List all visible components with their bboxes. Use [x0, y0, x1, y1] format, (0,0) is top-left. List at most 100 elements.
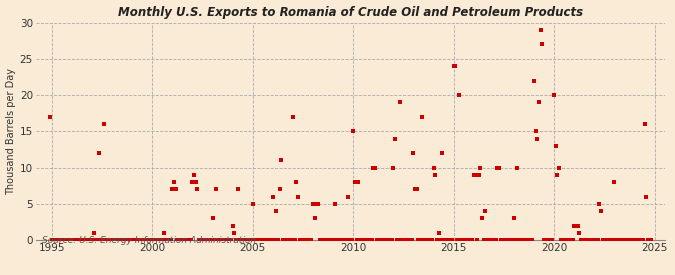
Point: [627, 238, 638, 242]
Point: [292, 194, 303, 199]
Point: [217, 238, 228, 242]
Point: [428, 165, 439, 170]
Point: [609, 180, 620, 184]
Point: [353, 180, 364, 184]
Point: [107, 238, 117, 242]
Point: [167, 187, 178, 192]
Point: [187, 180, 198, 184]
Point: [75, 238, 86, 242]
Point: [619, 238, 630, 242]
Point: [485, 238, 496, 242]
Point: [416, 115, 427, 119]
Point: [45, 115, 55, 119]
Point: [266, 238, 277, 242]
Point: [587, 238, 598, 242]
Point: [576, 238, 587, 242]
Point: [468, 173, 479, 177]
Point: [456, 238, 467, 242]
Point: [333, 238, 344, 242]
Point: [127, 238, 138, 242]
Point: [58, 238, 69, 242]
Point: [109, 238, 119, 242]
Point: [624, 238, 635, 242]
Point: [207, 216, 218, 221]
Point: [577, 238, 588, 242]
Point: [124, 238, 134, 242]
Point: [197, 238, 208, 242]
Point: [343, 194, 354, 199]
Point: [186, 238, 196, 242]
Point: [637, 238, 648, 242]
Point: [173, 238, 184, 242]
Point: [547, 238, 558, 242]
Point: [72, 238, 82, 242]
Point: [192, 187, 203, 192]
Point: [256, 238, 267, 242]
Point: [458, 238, 469, 242]
Point: [580, 238, 591, 242]
Point: [545, 238, 556, 242]
Point: [344, 238, 355, 242]
Point: [562, 238, 573, 242]
Point: [564, 238, 574, 242]
Point: [351, 238, 362, 242]
Point: [643, 238, 653, 242]
Point: [535, 28, 546, 32]
Point: [641, 194, 651, 199]
Point: [318, 238, 329, 242]
Point: [400, 238, 410, 242]
Point: [430, 173, 441, 177]
Point: [388, 165, 399, 170]
Point: [202, 238, 213, 242]
Point: [151, 238, 161, 242]
Point: [198, 238, 209, 242]
Point: [61, 238, 72, 242]
Point: [560, 238, 571, 242]
Point: [291, 180, 302, 184]
Point: [154, 238, 165, 242]
Point: [211, 187, 221, 192]
Point: [152, 238, 163, 242]
Point: [346, 238, 357, 242]
Point: [177, 238, 188, 242]
Point: [492, 165, 503, 170]
Point: [405, 238, 416, 242]
Point: [315, 238, 325, 242]
Point: [279, 238, 290, 242]
Point: [88, 231, 99, 235]
Point: [529, 78, 539, 83]
Point: [148, 238, 159, 242]
Point: [520, 238, 531, 242]
Point: [557, 238, 568, 242]
Point: [242, 238, 253, 242]
Point: [527, 238, 538, 242]
Point: [277, 238, 288, 242]
Point: [448, 64, 459, 68]
Point: [522, 238, 533, 242]
Point: [281, 238, 292, 242]
Point: [264, 238, 275, 242]
Point: [86, 238, 97, 242]
Point: [470, 173, 481, 177]
Point: [286, 238, 296, 242]
Point: [443, 238, 454, 242]
Point: [95, 238, 106, 242]
Point: [360, 238, 371, 242]
Point: [276, 158, 287, 163]
Point: [438, 238, 449, 242]
Point: [180, 238, 191, 242]
Point: [288, 115, 298, 119]
Point: [261, 238, 271, 242]
Point: [348, 129, 358, 134]
Point: [50, 238, 61, 242]
Point: [425, 238, 435, 242]
Point: [172, 238, 183, 242]
Point: [406, 238, 417, 242]
Point: [418, 238, 429, 242]
Point: [299, 238, 310, 242]
Point: [611, 238, 622, 242]
Point: [331, 238, 342, 242]
Point: [138, 238, 149, 242]
Point: [120, 238, 131, 242]
Point: [524, 238, 535, 242]
